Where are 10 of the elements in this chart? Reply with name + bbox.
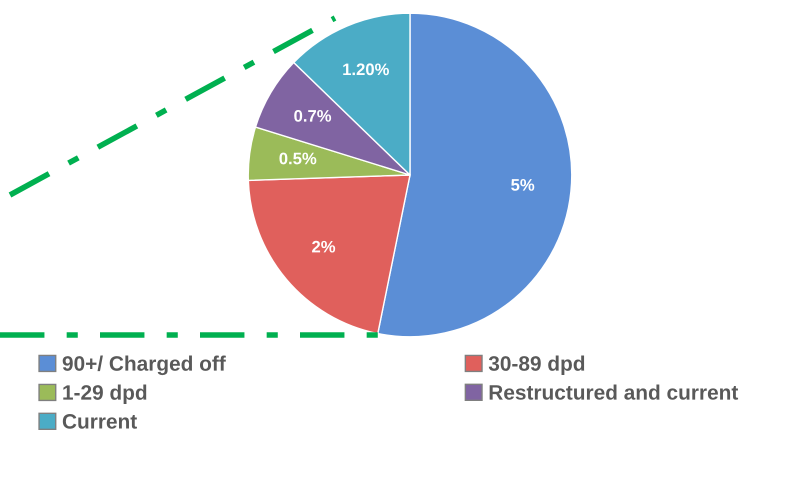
data-label: 1.20%: [343, 63, 389, 76]
legend-label: 1-29 dpd: [63, 384, 146, 404]
legend-label: 30-89 dpd: [488, 356, 584, 375]
data-label: 0.7%: [294, 110, 332, 122]
legend-label: Restructured and current: [490, 384, 738, 400]
data-label: 2%: [312, 240, 336, 253]
data-label: 5%: [511, 179, 534, 191]
data-label: 0.5%: [279, 152, 316, 164]
legend-label: Current: [62, 414, 137, 429]
legend-label: 90+/ Charged off: [62, 356, 226, 376]
